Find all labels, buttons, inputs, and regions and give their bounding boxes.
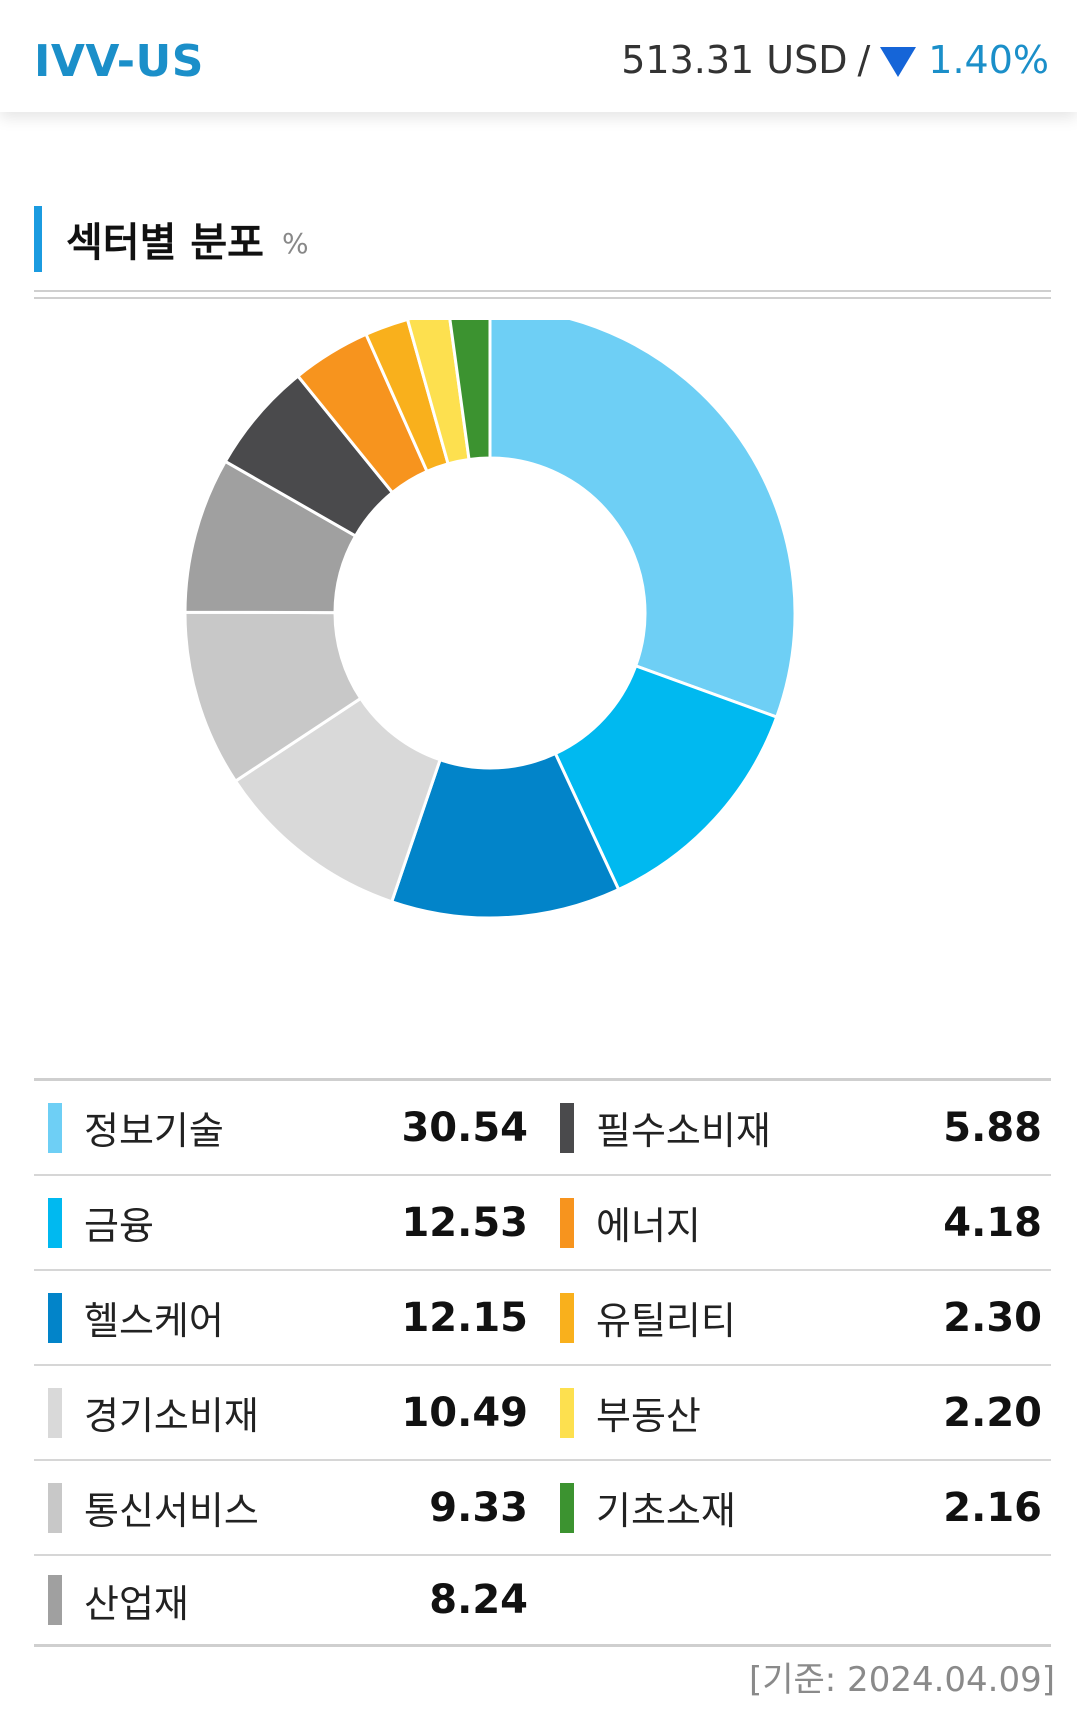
legend-row: 산업재 8.24 xyxy=(34,1556,1051,1647)
legend-label: 헬스케어 xyxy=(84,1299,224,1343)
legend-item[interactable]: 정보기술 30.54 xyxy=(48,1081,528,1174)
price-value: 513.31 USD xyxy=(621,38,848,82)
legend-value: 4.18 xyxy=(943,1199,1042,1246)
legend-swatch xyxy=(560,1482,574,1533)
legend-value: 5.88 xyxy=(943,1104,1042,1151)
legend-item[interactable]: 부동산 2.20 xyxy=(560,1366,1042,1459)
legend-label: 금융 xyxy=(84,1204,154,1248)
sector-donut-chart xyxy=(183,320,797,920)
legend-item[interactable]: 산업재 8.24 xyxy=(48,1556,528,1644)
legend-item[interactable]: 필수소비재 5.88 xyxy=(560,1081,1042,1174)
legend-row: 금융 12.53 에너지 4.18 xyxy=(34,1176,1051,1271)
legend-swatch xyxy=(48,1102,62,1153)
legend-value: 30.54 xyxy=(401,1104,528,1151)
legend-row: 경기소비재 10.49 부동산 2.20 xyxy=(34,1366,1051,1461)
price-separator: / xyxy=(857,38,871,82)
legend-value: 2.30 xyxy=(943,1294,1042,1341)
legend-swatch xyxy=(560,1197,574,1248)
legend-item[interactable]: 헬스케어 12.15 xyxy=(48,1271,528,1364)
legend-swatch xyxy=(560,1102,574,1153)
legend-top-divider xyxy=(34,1078,1051,1081)
legend-label: 유틸리티 xyxy=(596,1299,736,1343)
legend-value: 12.53 xyxy=(401,1199,528,1246)
legend-label: 기초소재 xyxy=(596,1489,736,1533)
legend-swatch xyxy=(48,1197,62,1248)
legend-item[interactable]: 유틸리티 2.30 xyxy=(560,1271,1042,1364)
legend-item[interactable]: 금융 12.53 xyxy=(48,1176,528,1269)
section-unit: % xyxy=(281,226,309,260)
legend-swatch xyxy=(48,1387,62,1438)
legend-swatch xyxy=(48,1482,62,1533)
legend-swatch xyxy=(560,1387,574,1438)
legend-item[interactable]: 기초소재 2.16 xyxy=(560,1461,1042,1554)
legend-value: 2.20 xyxy=(943,1389,1042,1436)
legend-value: 12.15 xyxy=(401,1294,528,1341)
section-divider xyxy=(34,290,1051,299)
price-info: 513.31 USD / 1.40% xyxy=(621,38,1049,82)
legend-item[interactable]: 통신서비스 9.33 xyxy=(48,1461,528,1554)
legend-label: 정보기술 xyxy=(84,1109,224,1153)
donut-slice[interactable] xyxy=(448,320,492,462)
legend-swatch xyxy=(560,1292,574,1343)
legend-row: 헬스케어 12.15 유틸리티 2.30 xyxy=(34,1271,1051,1366)
legend-swatch xyxy=(48,1292,62,1343)
legend-item[interactable]: 에너지 4.18 xyxy=(560,1176,1042,1269)
legend-label: 필수소비재 xyxy=(596,1109,771,1153)
legend-swatch xyxy=(48,1575,62,1625)
section-title-text: 섹터별 분포 xyxy=(66,220,264,266)
donut-slice[interactable] xyxy=(488,320,797,719)
legend-row: 통신서비스 9.33 기초소재 2.16 xyxy=(34,1461,1051,1556)
section-title: 섹터별 분포 % xyxy=(34,206,309,272)
basis-date: [기준: 2024.04.09] xyxy=(748,1660,1055,1700)
legend-item[interactable]: 경기소비재 10.49 xyxy=(48,1366,528,1459)
legend-label: 경기소비재 xyxy=(84,1394,259,1438)
legend-label: 통신서비스 xyxy=(84,1489,259,1533)
legend-value: 2.16 xyxy=(943,1484,1042,1531)
price-change: 1.40% xyxy=(928,38,1049,82)
legend-label: 부동산 xyxy=(596,1394,701,1438)
legend-value: 9.33 xyxy=(429,1484,528,1531)
legend-value: 10.49 xyxy=(401,1389,528,1436)
triangle-down-icon xyxy=(880,47,917,77)
legend-label: 산업재 xyxy=(84,1581,189,1626)
legend-row: 정보기술 30.54 필수소비재 5.88 xyxy=(34,1081,1051,1176)
top-bar: IVV-US 513.31 USD / 1.40% xyxy=(0,0,1077,112)
ticker-symbol[interactable]: IVV-US xyxy=(34,36,204,87)
sector-legend: 정보기술 30.54 필수소비재 5.88 금융 12.53 에너지 4.18 헬스케어 12.1… xyxy=(34,1078,1051,1647)
legend-label: 에너지 xyxy=(596,1204,701,1248)
legend-value: 8.24 xyxy=(429,1577,528,1623)
donut-slice[interactable] xyxy=(553,663,779,892)
